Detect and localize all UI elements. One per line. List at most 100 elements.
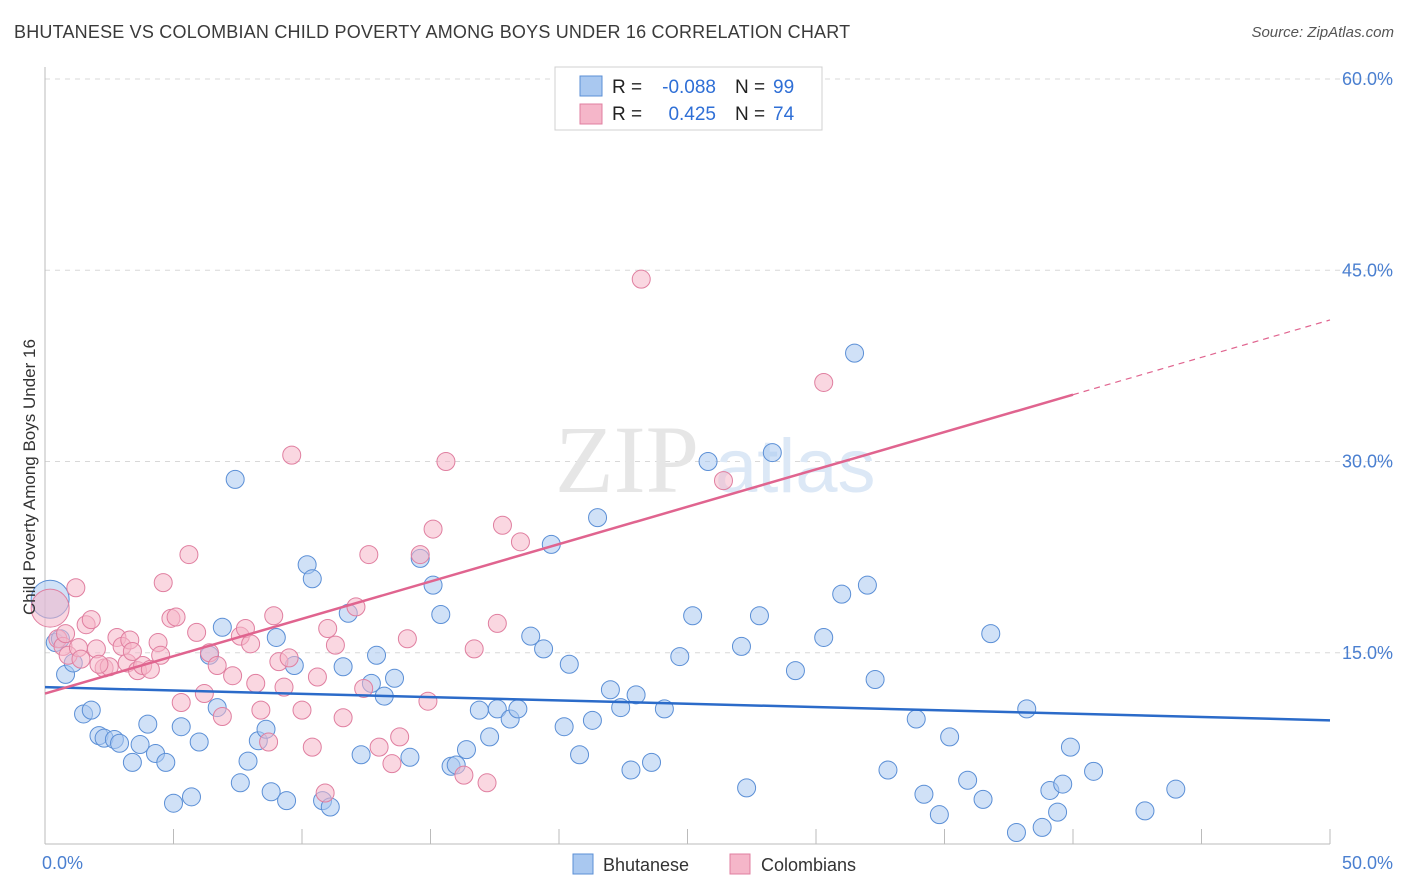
source-credit: Source: ZipAtlas.com	[1251, 24, 1394, 41]
bhutanese-point	[1053, 774, 1073, 794]
trend-lines	[44, 319, 1331, 722]
legend-blue-swatch	[579, 75, 603, 97]
y-tick-label: 30.0%	[1342, 452, 1393, 472]
colombian-point	[66, 578, 86, 598]
bhutanese-point	[480, 727, 500, 747]
bhutanese-point	[333, 657, 353, 677]
x-tick-label-min: 0.0%	[42, 853, 83, 873]
colombian-point	[814, 372, 834, 392]
colombian-point	[464, 639, 484, 659]
colombian-point	[333, 708, 353, 728]
axes	[44, 67, 1331, 845]
y-tick-label: 60.0%	[1342, 69, 1393, 89]
bhutanese-point	[929, 805, 949, 825]
bhutanese-point	[1017, 699, 1037, 719]
legend-blue-n-value: 99	[773, 77, 794, 98]
x-tick-labels: 0.0% 50.0%	[42, 853, 1393, 873]
bhutanese-point	[737, 778, 757, 798]
colombian-point	[246, 673, 266, 693]
bhutanese-legend-swatch	[572, 853, 594, 875]
bhutanese-point	[238, 751, 258, 771]
colombian-point	[251, 700, 271, 720]
colombian-point	[382, 754, 402, 774]
colombian-point	[153, 573, 173, 593]
bhutanese-point	[762, 443, 782, 463]
legend-blue-r-label: R =	[612, 77, 642, 98]
colombian-point	[390, 727, 410, 747]
colombian-point	[223, 666, 243, 686]
colombian-point	[212, 707, 232, 726]
colombian-point	[171, 692, 191, 712]
legend-pink-n-value: 74	[773, 104, 795, 125]
colombian-point	[259, 732, 279, 752]
gridlines	[45, 78, 1395, 654]
bhutanese-point	[857, 575, 877, 595]
x-tick-label-max: 50.0%	[1342, 853, 1393, 873]
bhutanese-point	[559, 654, 579, 674]
bhutanese-legend-label: Bhutanese	[603, 855, 689, 875]
colombians-legend-swatch	[729, 853, 751, 875]
legend-blue-r-value: -0.088	[662, 77, 716, 98]
y-tick-label: 45.0%	[1342, 260, 1393, 280]
colombian-point	[264, 606, 284, 626]
colombian-point	[359, 545, 379, 565]
colombian-point	[187, 622, 207, 642]
colombian-point	[241, 634, 261, 654]
bhutanese-point	[225, 469, 245, 489]
colombian-point	[423, 519, 443, 539]
bhutanese-point	[156, 752, 176, 772]
bhutanese-point	[626, 685, 646, 705]
bhutanese-point	[431, 605, 451, 624]
colombian-point	[325, 635, 345, 655]
colombian-point	[477, 773, 497, 793]
bhutanese-point	[973, 789, 993, 809]
colombian-point	[279, 648, 299, 668]
legend-pink-swatch	[579, 103, 603, 125]
bhutanese-point	[385, 668, 405, 688]
colombian-point	[397, 629, 417, 649]
colombian-point	[510, 532, 530, 552]
colombian-point	[282, 445, 302, 465]
bhutanese-point	[981, 624, 1001, 644]
watermark-atlas: atlas	[715, 424, 876, 509]
colombian-point	[315, 783, 335, 803]
bhutanese-point	[865, 670, 885, 690]
colombian-point	[418, 691, 438, 711]
bhutanese-point	[302, 569, 322, 589]
bhutanese-point	[878, 760, 898, 780]
bhutanese-point	[1135, 801, 1155, 821]
watermark-zip: ZIP	[555, 406, 699, 513]
bhutanese-point	[171, 717, 191, 737]
bhutanese-point	[138, 714, 158, 734]
colombian-point	[81, 610, 101, 630]
colombians-legend-label: Colombians	[761, 855, 856, 875]
bhutanese-point	[731, 636, 751, 656]
colombian-point	[631, 269, 651, 289]
bhutanese-point	[642, 752, 662, 772]
bhutanese-point	[508, 699, 528, 719]
bhutanese-point	[906, 709, 926, 729]
colombian-point	[30, 588, 70, 628]
bhutanese-point	[683, 606, 703, 626]
bhutanese-point	[570, 745, 590, 765]
y-tick-labels: 15.0% 30.0% 45.0% 60.0%	[1342, 69, 1393, 663]
bhutanese-point	[845, 343, 865, 363]
bhutanese-point	[1048, 802, 1068, 822]
bhutanese-point	[266, 627, 286, 647]
correlation-legend: R = -0.088 N = 99 R = 0.425 N = 74	[554, 66, 823, 131]
colombian-trend-line	[44, 393, 1074, 695]
bhutanese-point	[670, 647, 690, 667]
bhutanese-point	[277, 791, 297, 811]
colombian-point	[354, 678, 374, 698]
colombian-point	[71, 649, 91, 669]
colombian-point	[89, 654, 109, 674]
chart-title: BHUTANESE VS COLOMBIAN CHILD POVERTY AMO…	[14, 22, 851, 42]
colombian-point	[292, 700, 312, 720]
colombian-point	[369, 737, 389, 757]
bhutanese-point	[130, 735, 150, 755]
bhutanese-point	[832, 584, 852, 604]
bhutanese-point	[181, 787, 201, 807]
bhutanese-point	[1032, 817, 1052, 837]
bhutanese-point	[554, 717, 574, 737]
